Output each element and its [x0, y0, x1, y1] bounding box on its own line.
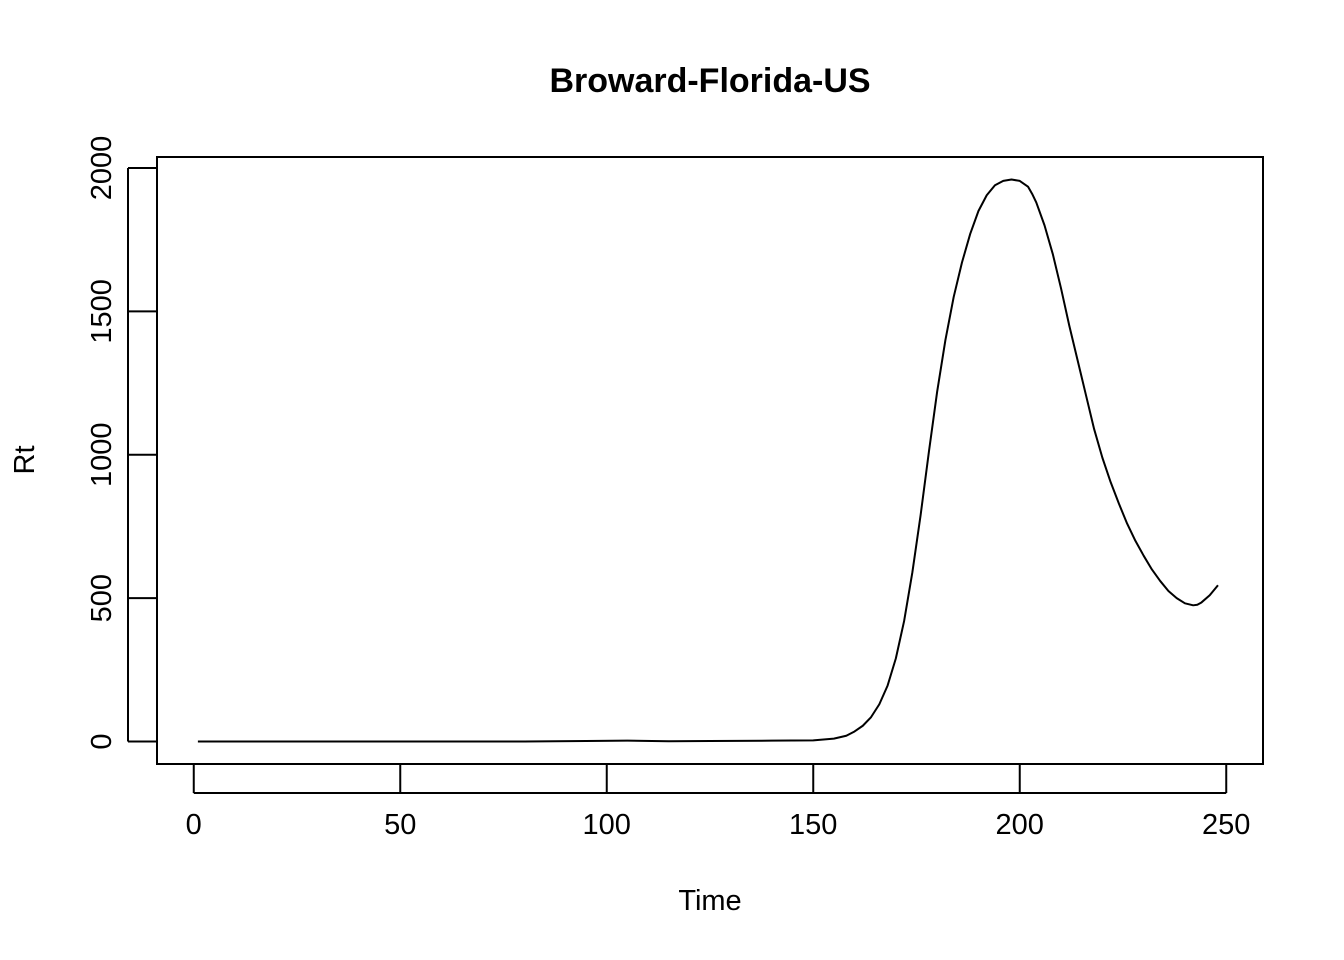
x-tick-label: 150 [789, 809, 837, 841]
x-axis: 0 50 100 150 200 250 [186, 765, 1250, 841]
x-tick-label: 100 [583, 809, 631, 841]
y-tick-label: 0 [86, 733, 118, 749]
x-tick-label: 50 [384, 809, 416, 841]
x-tick-label: 200 [996, 809, 1044, 841]
x-tick-label: 250 [1202, 809, 1250, 841]
y-tick-label: 500 [86, 574, 118, 622]
y-tick-label: 1500 [86, 279, 118, 344]
x-axis-label: Time [678, 885, 741, 917]
series-line [197, 178, 1219, 743]
y-axis: 0 500 1000 1500 2000 [86, 136, 156, 750]
plot-frame [156, 156, 1264, 765]
chart-title: Broward-Florida-US [549, 62, 870, 100]
y-tick-label: 2000 [86, 136, 118, 201]
y-tick-label: 1000 [86, 423, 118, 488]
y-axis-label: Rt [9, 446, 41, 475]
x-tick-label: 0 [186, 809, 202, 841]
